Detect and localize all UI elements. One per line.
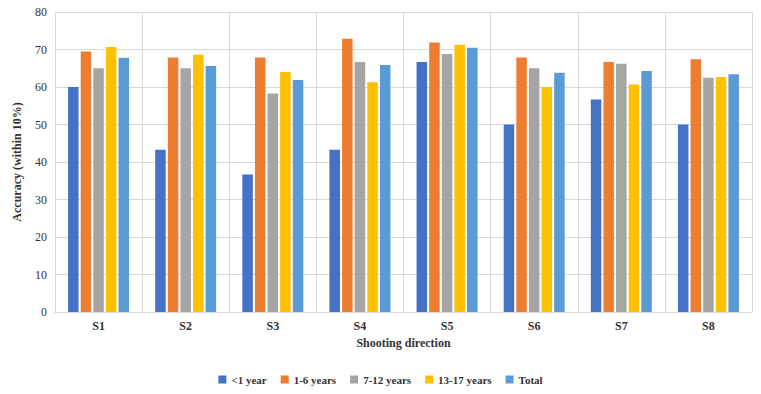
svg-text:S6: S6 [528, 319, 541, 333]
svg-text:S7: S7 [615, 319, 628, 333]
svg-text:S2: S2 [179, 319, 192, 333]
svg-text:<1 year: <1 year [231, 374, 266, 386]
svg-text:1-6 years: 1-6 years [294, 374, 337, 386]
svg-text:S1: S1 [92, 319, 105, 333]
svg-text:S8: S8 [702, 319, 715, 333]
svg-text:50: 50 [35, 118, 47, 132]
svg-text:Total: Total [519, 374, 543, 386]
svg-text:20: 20 [35, 230, 47, 244]
svg-text:60: 60 [35, 80, 47, 94]
svg-text:S3: S3 [266, 319, 279, 333]
svg-text:7-12 years: 7-12 years [363, 374, 412, 386]
svg-text:Accuracy (within 10%): Accuracy (within 10%) [10, 102, 24, 221]
svg-text:40: 40 [35, 155, 47, 169]
svg-text:10: 10 [35, 268, 47, 282]
svg-text:Shooting direction: Shooting direction [356, 336, 450, 350]
svg-text:0: 0 [41, 305, 47, 319]
svg-text:S5: S5 [441, 319, 454, 333]
svg-text:S4: S4 [354, 319, 367, 333]
svg-text:13-17 years: 13-17 years [438, 374, 492, 386]
svg-text:70: 70 [35, 43, 47, 57]
svg-text:80: 80 [35, 5, 47, 19]
svg-text:30: 30 [35, 193, 47, 207]
